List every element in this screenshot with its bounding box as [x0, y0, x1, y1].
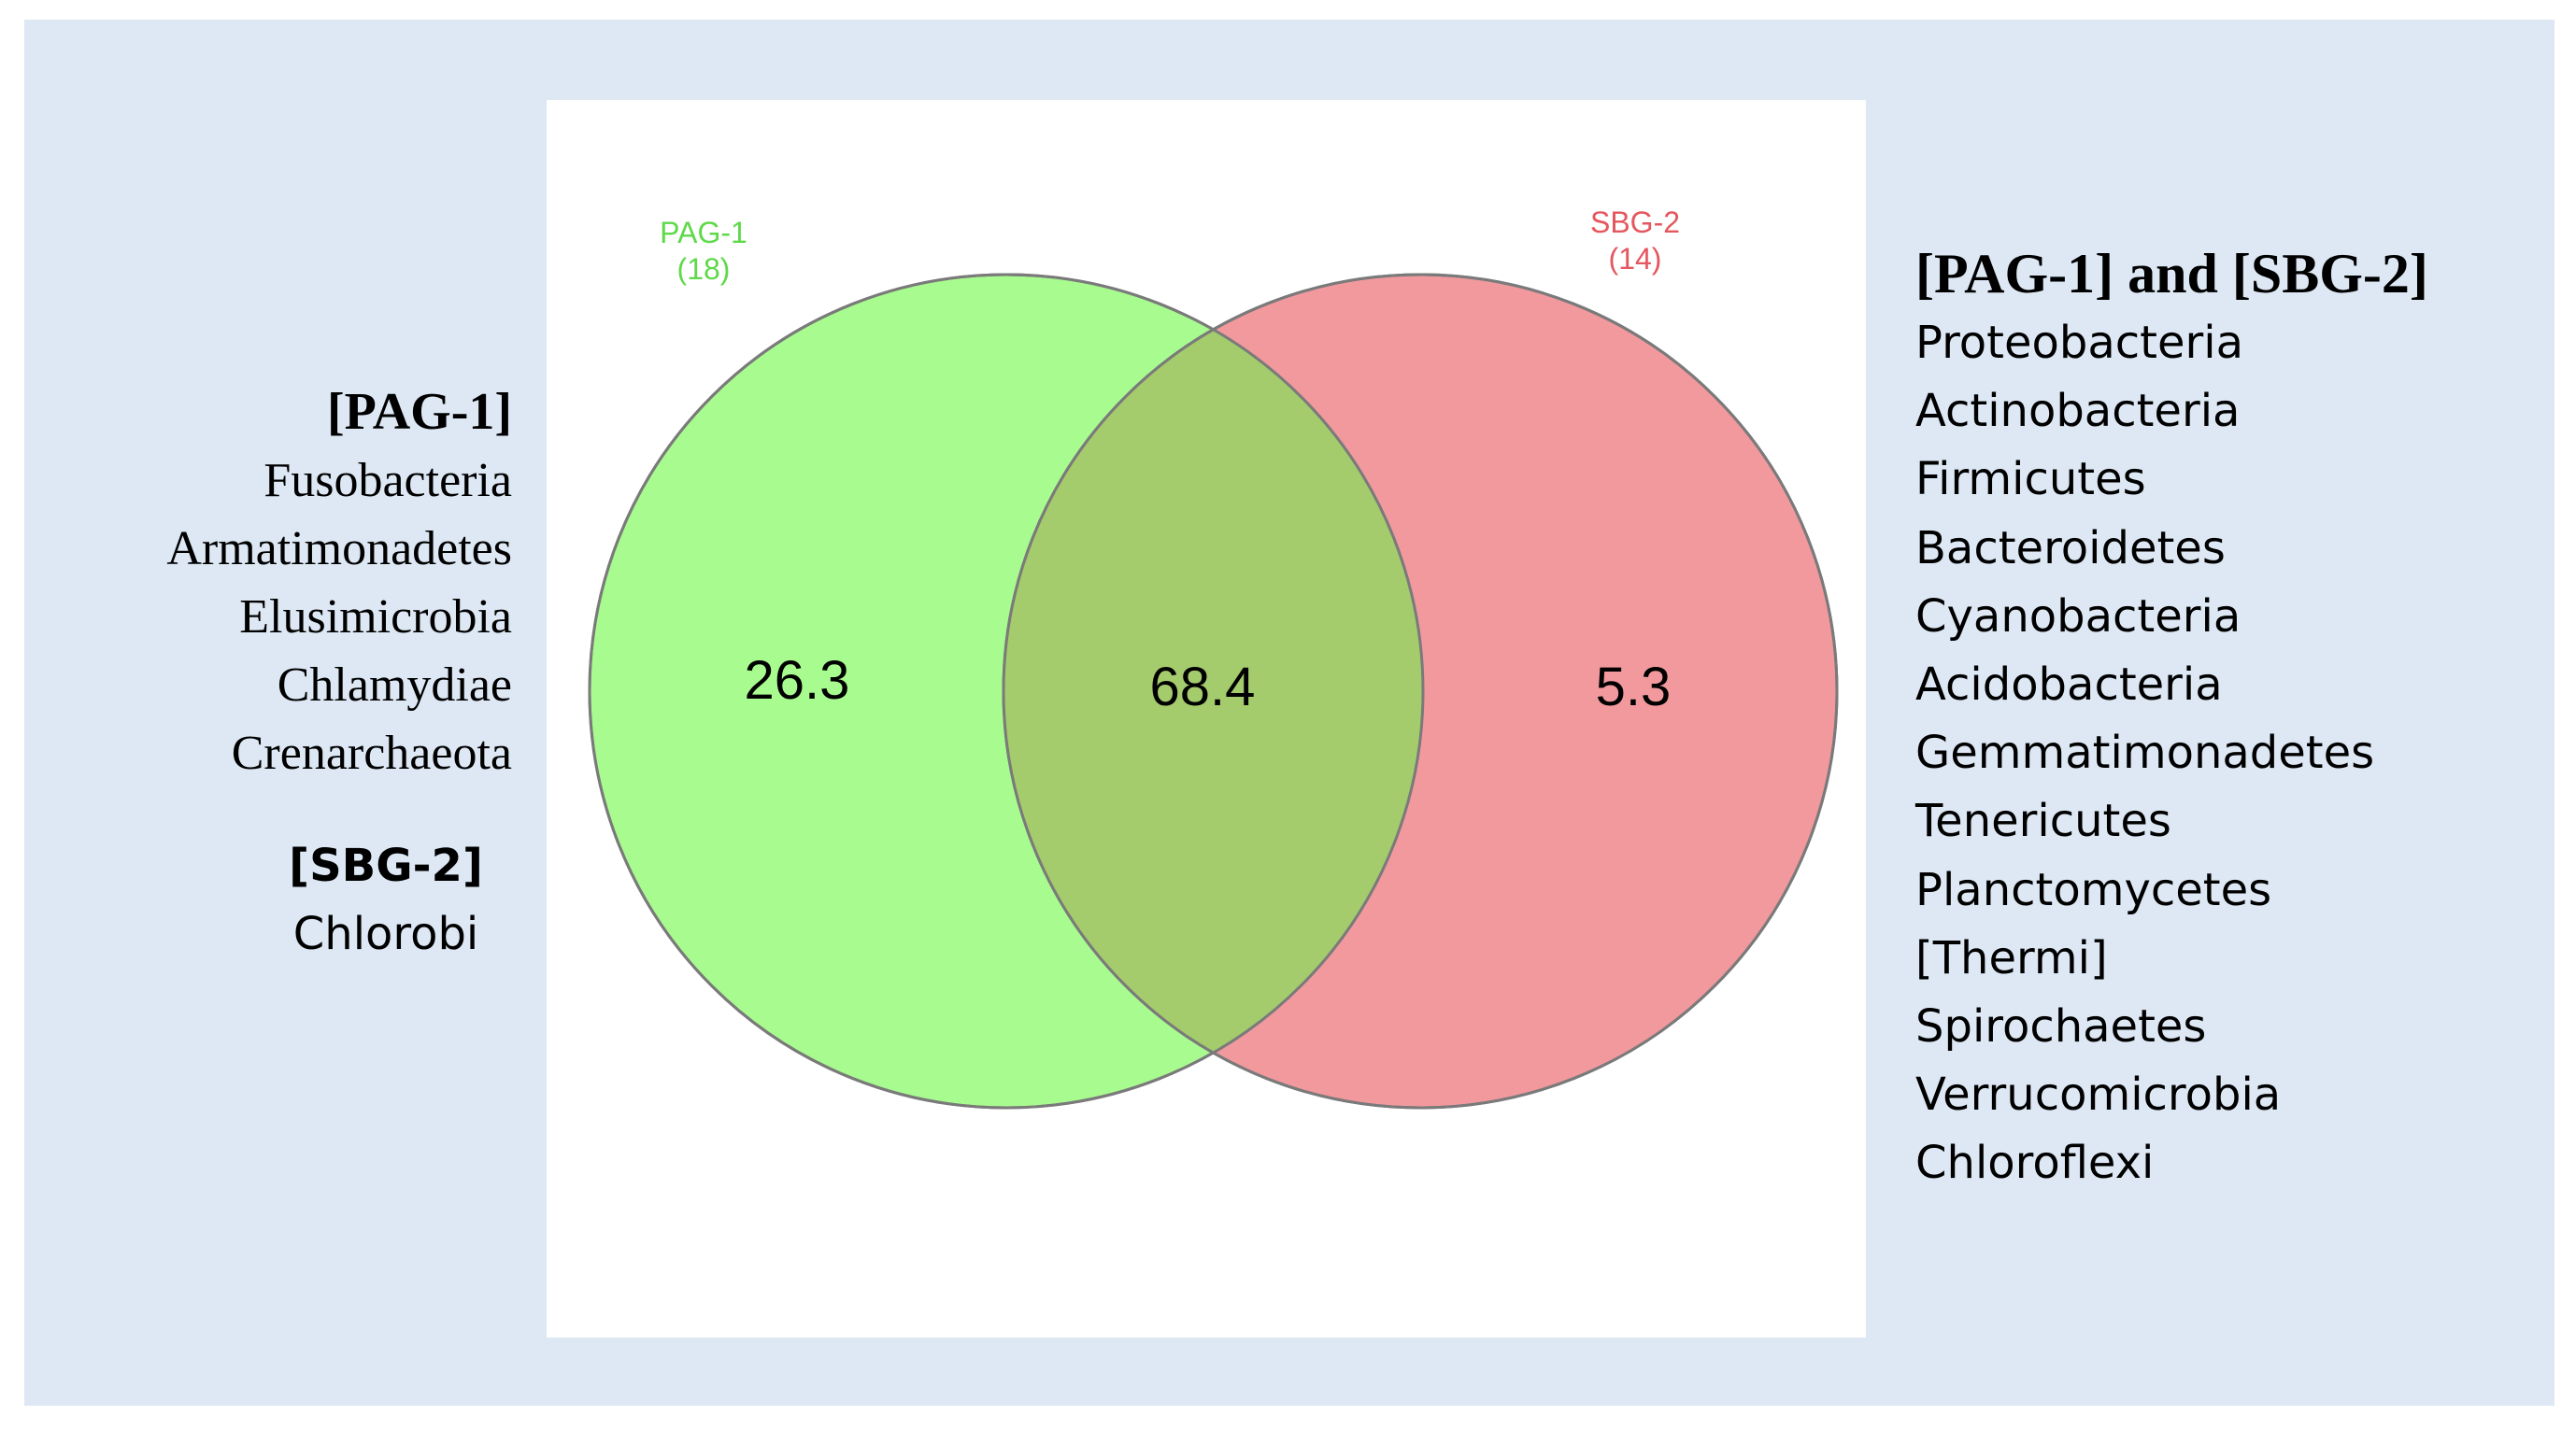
only-sbg-2-value: 5.3 — [1596, 657, 1672, 717]
sbg-2-only-block: [SBG-2] Chlorobi — [246, 832, 526, 969]
list-item: Planctomycetes — [1915, 863, 2272, 916]
pag-1-only-heading: [PAG-1] — [327, 383, 512, 441]
sbg-2-circle-outline — [1002, 273, 1839, 1110]
list-item: Gemmatimonadetes — [1915, 727, 2375, 780]
sbg-2-label: SBG-2 — [1590, 205, 1680, 239]
list-item: Cyanobacteria — [1915, 589, 2242, 643]
sbg-2-only-list: Chlorobi — [246, 900, 526, 969]
pag-1-count: (18) — [677, 252, 731, 286]
pag-1-circle-outline — [588, 273, 1425, 1110]
pag-1-only-list: Fusobacteria Armatimonadetes Elusimicrobia… — [0, 446, 512, 787]
shared-list: Proteobacteria Actinobacteria Firmicutes Ba… — [1915, 309, 2560, 1198]
list-item: Firmicutes — [1915, 453, 2146, 506]
shared-heading: [PAG-1] and [SBG-2] — [1915, 243, 2428, 304]
list-item: Spirochaetes — [1915, 1000, 2207, 1054]
list-item: [Thermi] — [1915, 931, 2108, 984]
list-item: Chloroflexi — [1915, 1137, 2155, 1190]
pag-1-label: PAG-1 — [660, 216, 747, 249]
list-item: Crenarchaeota — [231, 727, 512, 780]
list-item: Elusimicrobia — [239, 590, 512, 644]
only-pag-1-value: 26.3 — [745, 650, 850, 711]
sbg-2-count: (14) — [1609, 242, 1662, 276]
venn-diagram-canvas: PAG-1 (18) SBG-2 (14) 26.3 68.4 5.3 — [547, 100, 1866, 1338]
list-item: Armatimonadetes — [166, 522, 512, 575]
left-legend: [PAG-1] Fusobacteria Armatimonadetes Elusi… — [0, 378, 512, 960]
right-legend: [PAG-1] and [SBG-2] Proteobacteria Actino… — [1915, 238, 2560, 1198]
venn-diagram: PAG-1 (18) SBG-2 (14) 26.3 68.4 5.3 — [588, 205, 1839, 1110]
sbg-2-only-heading: [SBG-2] — [289, 840, 483, 892]
list-item: Proteobacteria — [1915, 317, 2243, 369]
list-item: Bacteroidetes — [1915, 521, 2226, 574]
list-item: Fusobacteria — [263, 454, 512, 507]
intersection-value: 68.4 — [1150, 657, 1256, 717]
list-item: Chlorobi — [292, 908, 479, 960]
list-item: Verrucomicrobia — [1915, 1069, 2282, 1122]
list-item: Actinobacteria — [1915, 385, 2241, 438]
list-item: Chlamydiae — [277, 658, 512, 712]
overlap-region — [1003, 275, 1423, 1108]
list-item: Tenericutes — [1915, 795, 2171, 848]
list-item: Acidobacteria — [1915, 658, 2223, 712]
